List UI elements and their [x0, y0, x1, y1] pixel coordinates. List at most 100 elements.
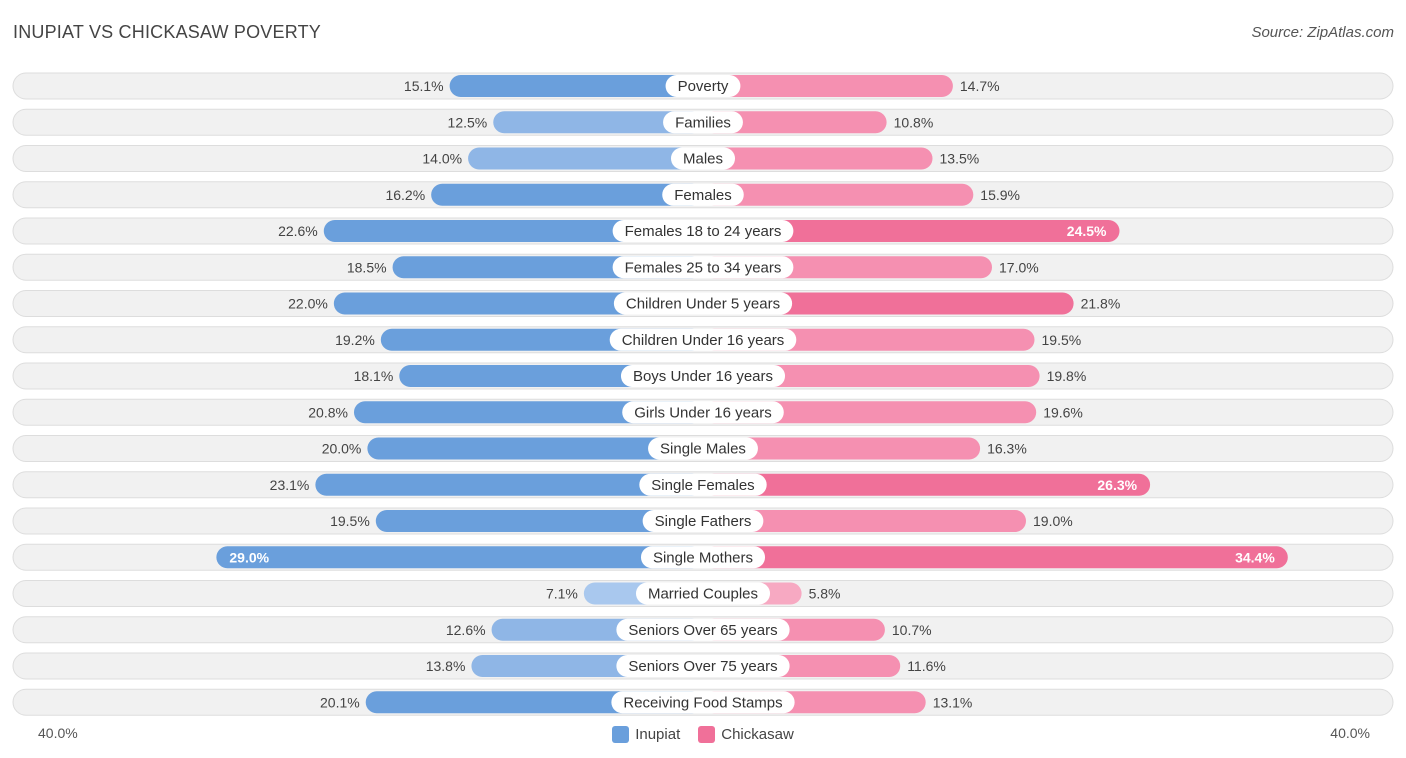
value-label-inupiat: 19.2%: [335, 332, 375, 348]
bar-chickasaw[interactable]: [703, 111, 887, 134]
category-label-background: [620, 365, 786, 387]
category-label-background: [670, 147, 736, 170]
value-label-inupiat: 12.5%: [448, 114, 488, 130]
bar-inupiat[interactable]: [493, 111, 703, 134]
category-label-background: [616, 618, 790, 641]
value-label-chickasaw: 19.0%: [1033, 513, 1073, 529]
value-label-chickasaw: 26.3%: [1097, 477, 1137, 493]
bar-chickasaw[interactable]: [703, 75, 953, 97]
bar-chickasaw[interactable]: [703, 147, 933, 170]
category-label: Girls Under 16 years: [634, 404, 772, 421]
category-label-background: [611, 691, 795, 714]
bar-chickasaw[interactable]: [703, 220, 1120, 242]
category-label: Receiving Food Stamps: [623, 694, 782, 711]
category-label-background: [663, 111, 743, 134]
legend-item-chickasaw[interactable]: Chickasaw: [698, 725, 794, 743]
bar-chickasaw[interactable]: [703, 183, 974, 206]
value-label-inupiat: 18.1%: [354, 368, 394, 384]
category-label: Females 18 to 24 years: [625, 223, 782, 240]
bar-inupiat[interactable]: [449, 75, 703, 97]
bar-chickasaw[interactable]: [703, 473, 1151, 496]
category-label: Seniors Over 65 years: [628, 622, 777, 639]
category-label: Married Couples: [648, 586, 758, 603]
bar-chickasaw[interactable]: [703, 365, 1040, 387]
value-label-chickasaw: 15.9%: [980, 187, 1020, 203]
bar-chickasaw[interactable]: [703, 437, 981, 460]
chart-header: INUPIAT VS CHICKASAW POVERTY Source: Zip…: [0, 0, 1406, 66]
chart-row: 20.1% 13.1% Receiving Food Stamps: [12, 688, 1394, 716]
chart-row: 20.0% 16.3% Single Males: [12, 435, 1394, 462]
value-label-chickasaw: 19.8%: [1047, 368, 1087, 384]
category-label: Single Females: [651, 477, 754, 494]
bar-inupiat[interactable]: [353, 401, 703, 424]
legend-label-chickasaw: Chickasaw: [721, 725, 794, 743]
chart-row: 12.5% 10.8% Families: [12, 108, 1394, 136]
bar-inupiat[interactable]: [431, 183, 703, 206]
chart-row: 18.5% 17.0% Females 25 to 34 years: [12, 253, 1394, 281]
value-label-chickasaw: 13.1%: [933, 694, 973, 710]
bar-inupiat[interactable]: [367, 437, 703, 460]
value-label-inupiat: 14.0%: [422, 151, 462, 167]
bar-chickasaw[interactable]: [703, 510, 1026, 532]
bar-chickasaw[interactable]: [703, 401, 1037, 424]
legend-label-inupiat: Inupiat: [635, 725, 681, 743]
bar-inupiat[interactable]: [315, 473, 703, 496]
legend-item-inupiat[interactable]: Inupiat: [612, 725, 681, 743]
chart-row: 7.1% 5.8% Married Couples: [12, 580, 1394, 607]
value-label-chickasaw: 11.6%: [907, 658, 946, 674]
category-label-background: [612, 256, 794, 279]
bar-inupiat[interactable]: [216, 546, 703, 569]
value-label-chickasaw: 21.8%: [1081, 296, 1121, 312]
chart-plot: 15.1% 14.7% Poverty 12.5% 10.8% Families 14.0%…: [12, 72, 1394, 716]
chart-row: 14.0% 13.5% Males: [12, 145, 1394, 172]
value-label-chickasaw: 5.8%: [809, 586, 841, 602]
category-label: Females 25 to 34 years: [625, 259, 782, 276]
chart-source: Source: ZipAtlas.com: [1251, 24, 1394, 41]
category-label: Males: [683, 151, 723, 168]
value-label-inupiat: 22.6%: [278, 223, 318, 239]
bar-inupiat[interactable]: [333, 292, 703, 315]
category-label-background: [622, 401, 784, 424]
bar-chickasaw[interactable]: [703, 546, 1288, 569]
bar-inupiat[interactable]: [375, 510, 703, 532]
category-label: Families: [675, 114, 731, 131]
chart-row: 12.6% 10.7% Seniors Over 65 years: [12, 616, 1394, 644]
axis-left-label: 40.0%: [38, 725, 78, 741]
value-label-chickasaw: 16.3%: [987, 441, 1027, 457]
value-label-chickasaw: 19.5%: [1042, 332, 1082, 348]
category-label: Seniors Over 75 years: [628, 658, 777, 675]
bar-inupiat[interactable]: [468, 147, 703, 170]
category-label: Boys Under 16 years: [633, 368, 773, 385]
category-label-background: [662, 183, 744, 206]
bar-inupiat[interactable]: [323, 220, 703, 242]
value-label-inupiat: 16.2%: [385, 187, 425, 203]
category-label-background: [612, 220, 794, 242]
category-label: Females: [674, 187, 732, 204]
value-label-chickasaw: 10.7%: [892, 622, 932, 638]
chart-row: 22.0% 21.8% Children Under 5 years: [12, 290, 1394, 317]
bar-chickasaw[interactable]: [703, 292, 1074, 315]
legend-swatch-inupiat: [612, 725, 630, 743]
chart-title: INUPIAT VS CHICKASAW POVERTY: [13, 22, 321, 42]
legend-swatch-chickasaw: [698, 725, 716, 743]
category-label: Single Males: [660, 441, 746, 458]
category-label-background: [639, 473, 767, 496]
chart-row: 15.1% 14.7% Poverty: [12, 72, 1394, 100]
category-label-background: [613, 292, 793, 315]
value-label-chickasaw: 13.5%: [940, 151, 980, 167]
category-label: Children Under 16 years: [622, 332, 785, 349]
value-label-inupiat: 12.6%: [446, 622, 486, 638]
value-label-inupiat: 19.5%: [330, 513, 370, 529]
category-label-background: [642, 510, 764, 532]
value-label-inupiat: 20.0%: [322, 441, 362, 457]
category-label: Single Fathers: [655, 513, 752, 530]
value-label-inupiat: 29.0%: [229, 549, 269, 565]
category-label-background: [665, 75, 741, 97]
value-label-inupiat: 20.1%: [320, 694, 360, 710]
value-label-inupiat: 18.5%: [347, 259, 387, 275]
value-label-chickasaw: 24.5%: [1067, 223, 1107, 239]
category-label-background: [640, 546, 766, 569]
value-label-inupiat: 15.1%: [404, 78, 444, 94]
category-label-background: [616, 655, 790, 677]
value-label-chickasaw: 34.4%: [1235, 549, 1275, 565]
